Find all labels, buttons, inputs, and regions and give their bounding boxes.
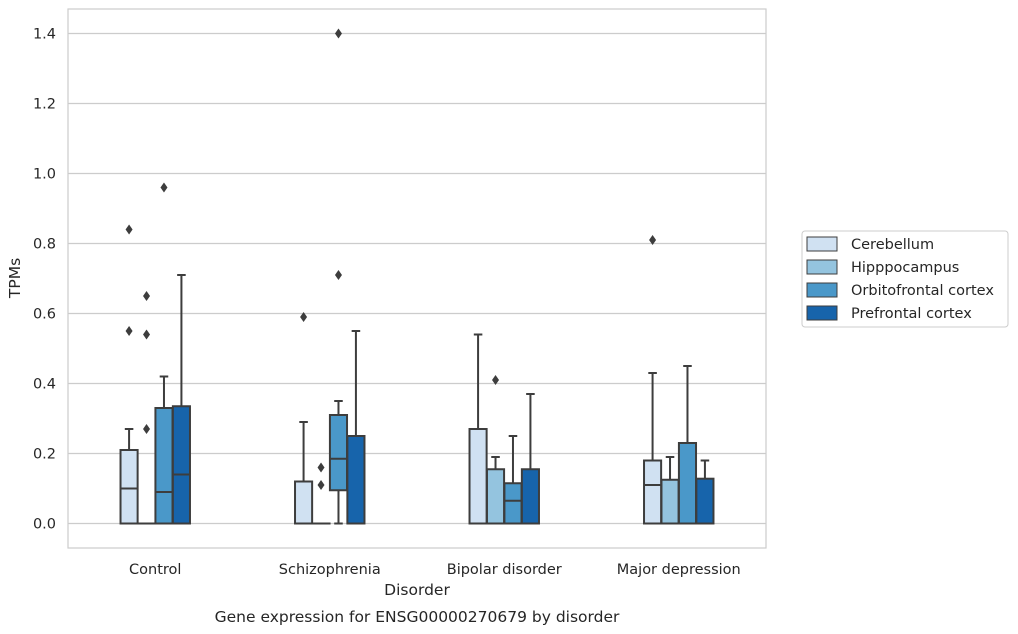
legend-label: Cerebellum — [851, 237, 934, 253]
box-1-3 — [346, 330, 366, 525]
outlier-point — [125, 326, 133, 336]
x-axis-title: Disorder — [384, 581, 450, 599]
outlier-point — [492, 375, 500, 385]
y-tick-label: 0.0 — [33, 517, 56, 533]
box-3-3 — [695, 459, 715, 525]
outlier-point — [160, 182, 168, 193]
legend-swatch — [806, 305, 838, 321]
x-tick-label: Control — [129, 562, 181, 578]
outlier-point — [143, 291, 151, 301]
box-1-0 — [294, 312, 314, 525]
chart-caption: Gene expression for ENSG00000270679 by d… — [215, 608, 620, 626]
box-1-2 — [328, 28, 349, 525]
box-body — [485, 468, 506, 525]
x-tick-label: Schizophrenia — [279, 562, 381, 578]
outlier-point — [300, 312, 308, 322]
box-body — [660, 478, 680, 525]
y-tick-labels: 0.0 0.2 0.4 0.6 0.8 1.0 1.2 1.4 — [33, 27, 56, 533]
outlier-point — [649, 235, 657, 245]
legend-swatch — [806, 259, 838, 275]
box-body — [468, 428, 488, 525]
outlier-point — [125, 224, 133, 235]
legend: Cerebellum Hipppocampus Orbitofrontal cort… — [801, 230, 1009, 328]
outlier-point — [317, 462, 325, 473]
legend-label: Prefrontal cortex — [851, 306, 972, 322]
box-body — [520, 468, 540, 525]
box-0-1 — [136, 291, 157, 525]
x-tick-label: Major depression — [617, 562, 741, 578]
box-3-1 — [660, 456, 680, 525]
x-tick-labels: Control Schizophrenia Bipolar disorder Majo… — [129, 562, 741, 578]
box-body — [154, 407, 174, 525]
boxes — [119, 28, 715, 525]
y-tick-label: 0.6 — [33, 307, 56, 323]
outlier-point — [143, 424, 151, 434]
box-body — [503, 482, 523, 525]
box-0-3 — [171, 274, 191, 525]
box-body — [294, 480, 314, 525]
box-0-0 — [119, 224, 139, 525]
y-tick-label: 1.4 — [33, 27, 56, 43]
outlier-point — [334, 28, 342, 39]
x-tick-label: Bipolar disorder — [447, 562, 562, 578]
y-tick-label: 1.0 — [33, 167, 56, 183]
box-2-3 — [520, 393, 540, 525]
outlier-point — [317, 480, 325, 490]
box-body — [119, 449, 139, 525]
y-tick-label: 0.4 — [33, 377, 56, 393]
legend-swatch — [806, 236, 838, 252]
box-body — [695, 477, 715, 525]
outlier-point — [334, 270, 342, 280]
y-tick-label: 0.2 — [33, 447, 56, 463]
box-body — [346, 435, 366, 525]
box-body — [643, 459, 663, 525]
legend-swatch — [806, 282, 838, 298]
box-body — [171, 405, 191, 525]
box-body — [328, 414, 349, 492]
y-axis-title: TPMs — [6, 258, 24, 299]
legend-label: Orbitofrontal cortex — [851, 283, 994, 299]
box-3-0 — [643, 235, 663, 525]
box-body — [677, 442, 698, 525]
legend-frame — [801, 230, 1009, 328]
y-tick-label: 0.8 — [33, 237, 56, 253]
y-tick-label: 1.2 — [33, 97, 56, 113]
box-1-1 — [311, 462, 331, 525]
legend-label: Hipppocampus — [851, 260, 959, 276]
outlier-point — [143, 329, 151, 340]
